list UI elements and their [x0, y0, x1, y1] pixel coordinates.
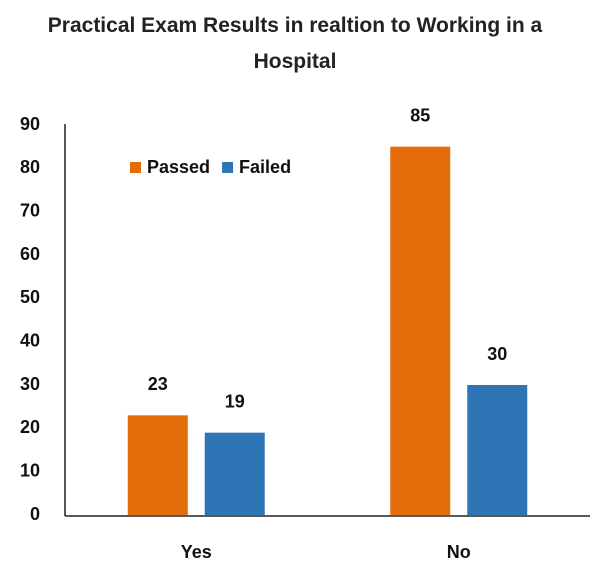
y-tick-label: 40 [20, 330, 40, 350]
x-tick-label: No [447, 542, 471, 562]
y-tick-label: 70 [20, 200, 40, 220]
legend-label: Failed [239, 157, 291, 177]
y-tick-label: 10 [20, 460, 40, 480]
bar [204, 432, 265, 515]
data-label: 19 [225, 391, 245, 411]
x-tick-label: Yes [181, 542, 212, 562]
legend-label: Passed [147, 157, 210, 177]
y-tick-label: 90 [20, 114, 40, 134]
data-label: 23 [148, 374, 168, 394]
data-label: 30 [487, 344, 507, 364]
y-tick-label: 80 [20, 157, 40, 177]
legend-swatch [130, 162, 141, 173]
y-tick-label: 0 [30, 504, 40, 524]
bar [390, 146, 451, 515]
y-tick-label: 60 [20, 244, 40, 264]
bar [127, 415, 188, 515]
y-tick-label: 20 [20, 417, 40, 437]
bar [467, 385, 528, 515]
chart-title: Practical Exam Results in realtion to Wo… [47, 14, 543, 73]
y-tick-label: 30 [20, 374, 40, 394]
data-label: 85 [410, 105, 430, 125]
legend-swatch [222, 162, 234, 173]
y-tick-label: 50 [20, 287, 40, 307]
